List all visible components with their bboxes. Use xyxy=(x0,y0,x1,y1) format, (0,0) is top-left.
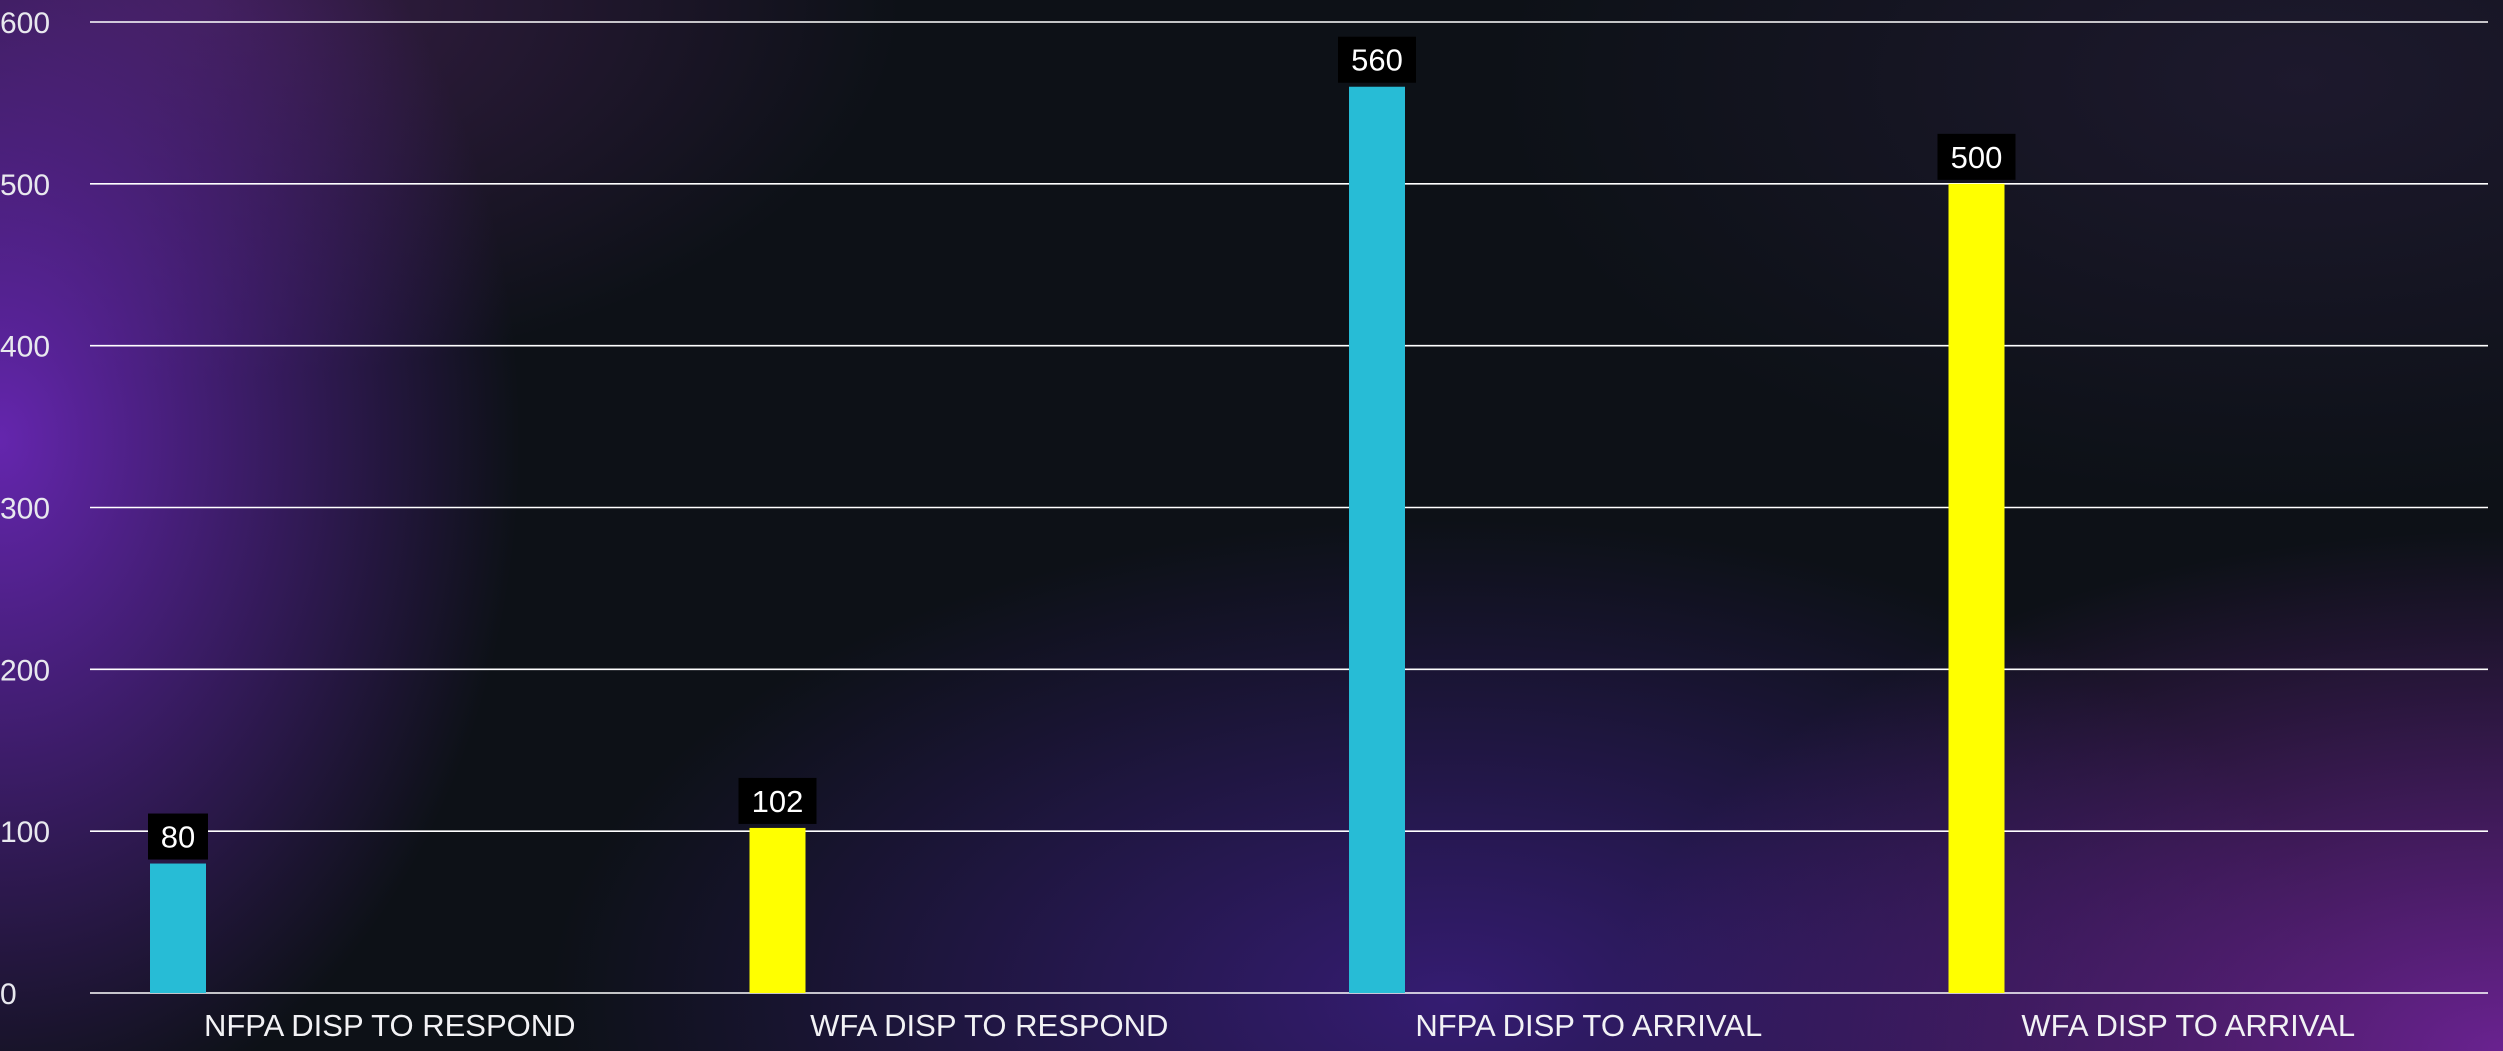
x-category-label: WFA DISP TO ARRIVAL xyxy=(2021,1008,2355,1043)
data-label-box xyxy=(148,813,208,860)
gridlines xyxy=(90,21,2488,994)
y-tick-label: 0 xyxy=(0,978,17,1011)
data-label: 102 xyxy=(738,777,817,824)
data-label-text: 500 xyxy=(1951,140,2003,175)
data-label-text: 560 xyxy=(1351,43,1403,78)
data-label-box xyxy=(1338,36,1416,83)
data-label: 500 xyxy=(1937,133,2016,180)
data-label: 80 xyxy=(148,813,208,860)
data-label: 560 xyxy=(1338,36,1416,83)
y-tick-label: 400 xyxy=(0,331,50,364)
x-axis-categories: NFPA DISP TO RESPOND WFA DISP TO RESPOND N… xyxy=(204,1008,2355,1043)
y-axis-ticks: 0 100 200 300 400 500 600 xyxy=(0,7,50,1011)
x-category-label: NFPA DISP TO RESPOND xyxy=(204,1008,576,1043)
data-label-text: 80 xyxy=(161,820,195,855)
data-label-text: 102 xyxy=(752,784,804,819)
x-category-label: WFA DISP TO RESPOND xyxy=(810,1008,1168,1043)
data-label-box xyxy=(1937,133,2016,180)
y-tick-label: 500 xyxy=(0,169,50,202)
bar xyxy=(150,863,206,993)
data-labels: 80 102 560 500 xyxy=(148,36,2016,860)
bar xyxy=(1349,86,1405,993)
bar xyxy=(1948,183,2005,994)
bars xyxy=(150,86,2005,994)
y-tick-label: 300 xyxy=(0,493,50,526)
data-label-box xyxy=(738,777,817,824)
y-tick-label: 100 xyxy=(0,816,50,849)
y-tick-label: 200 xyxy=(0,654,50,687)
bar xyxy=(749,827,806,993)
y-tick-label: 600 xyxy=(0,7,50,40)
x-category-label: NFPA DISP TO ARRIVAL xyxy=(1415,1008,1762,1043)
